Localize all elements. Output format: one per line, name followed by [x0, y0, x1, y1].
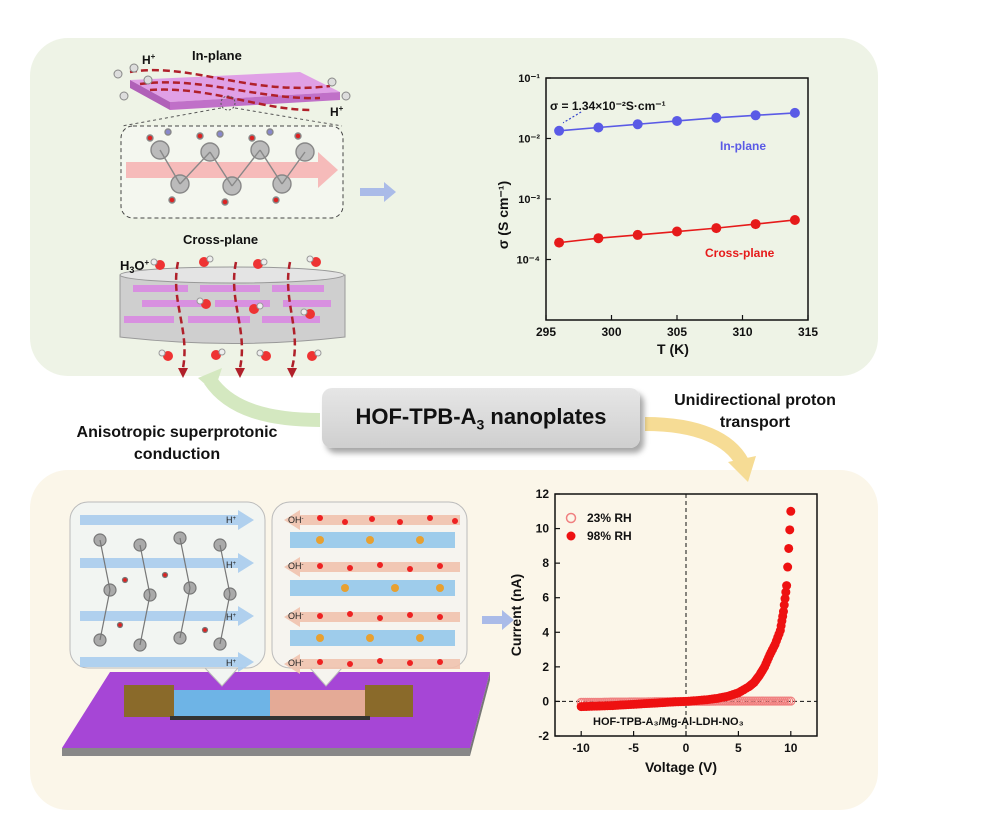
- sigma-point: [593, 122, 604, 133]
- iv-xlabel: Voltage (V): [645, 759, 717, 775]
- h3o-label: H3O+: [120, 258, 150, 275]
- inplane-arrows: [129, 68, 331, 112]
- sigma-xtick-label: 315: [798, 325, 818, 339]
- iv-chart: -10 -5 0 5 10 -2 0 2 4 6 8 10 12 Voltage (V) Current…: [508, 487, 818, 775]
- arrow-to-iv-chart: [482, 610, 514, 630]
- crossplane-label: Cross-plane: [183, 232, 258, 247]
- hplus-inset-1: H+: [226, 515, 237, 525]
- iv-ytick-label: 12: [536, 487, 550, 501]
- water-molecules: [150, 255, 322, 361]
- crossplane-legend: Cross-plane: [705, 246, 775, 260]
- iv-ytick-label: 2: [542, 660, 549, 674]
- title-text: HOF-TPB-A3 nanoplates: [355, 403, 607, 433]
- iv-point-98rh: [784, 543, 794, 553]
- hplus-inset-3: H+: [226, 612, 237, 622]
- sigma-ylabel: σ (S cm⁻¹): [495, 181, 511, 249]
- right-caption: Unidirectional proton transport: [640, 390, 870, 434]
- legend-23rh: 23% RH: [587, 511, 632, 525]
- crossplane-block: [119, 266, 346, 344]
- hplus-label-2: H+: [330, 104, 344, 119]
- sigma-xtick-label: 305: [667, 325, 687, 339]
- iv-xtick-label: 10: [784, 741, 798, 755]
- iv-xtick-label: -5: [628, 741, 639, 755]
- iv-ytick-label: 6: [542, 591, 549, 605]
- sigma-xlabel: T (K): [657, 341, 689, 357]
- sigma-ytick-label: 10⁻³: [518, 194, 540, 206]
- iv-ytick-label: 4: [542, 625, 549, 639]
- molecular-framework: [146, 128, 315, 206]
- right-caption-line2: transport: [719, 414, 791, 431]
- left-caption-line2: conduction: [133, 446, 221, 463]
- iv-ytick-label: 8: [542, 556, 549, 570]
- sigma-point: [711, 223, 722, 234]
- sigma-ytick-label: 10⁻⁴: [517, 255, 540, 267]
- crossplane-arrowheads: [178, 368, 297, 378]
- inplane-legend: In-plane: [720, 139, 766, 153]
- inplane-transport-arrow: [126, 152, 338, 188]
- left-caption-line1: Anisotropic superprotonic: [76, 424, 278, 441]
- annotation-pointer: [562, 111, 582, 124]
- sigma-point: [789, 107, 800, 118]
- legend-98rh-marker: [566, 531, 576, 541]
- sigma-annotation: σ = 1.34×10⁻²S·cm⁻¹: [550, 99, 666, 113]
- iv-ylabel: Current (nA): [508, 574, 524, 656]
- iv-xtick-label: -10: [573, 741, 591, 755]
- sigma-point: [789, 214, 800, 225]
- crossplane-arrows: [174, 261, 297, 369]
- iv-annotation: HOF-TPB-A₃/Mg-Al-LDH-NO₃: [593, 716, 744, 728]
- title-box: HOF-TPB-A3 nanoplates: [322, 388, 640, 448]
- sigma-ytick-label: 10⁻²: [518, 134, 540, 146]
- ldh-inset-arrows: [284, 510, 460, 674]
- legend-98rh: 98% RH: [587, 529, 632, 543]
- iv-xtick-label: 0: [683, 741, 690, 755]
- iv-xtick-label: 5: [735, 741, 742, 755]
- sigma-point: [750, 219, 761, 230]
- iv-point-23rh: [786, 696, 796, 706]
- hplus-inset-2: H+: [226, 560, 237, 570]
- oh-inset-2: OH-: [288, 561, 304, 571]
- iv-point-98rh: [782, 581, 792, 591]
- green-swoosh: [204, 375, 321, 427]
- hplus-label-1: H+: [142, 52, 156, 67]
- sigma-point: [750, 110, 761, 121]
- ldh-layers: [290, 515, 458, 667]
- yellow-swoosh: [644, 417, 749, 466]
- inplane-molecules: [113, 63, 351, 101]
- sigma-point: [554, 125, 565, 136]
- sigma-xtick-label: 300: [601, 325, 621, 339]
- right-caption-line1: Unidirectional proton: [674, 392, 836, 409]
- left-caption: Anisotropic superprotonic conduction: [42, 422, 312, 466]
- sigma-point: [632, 229, 643, 240]
- iv-ytick-label: -2: [538, 729, 549, 743]
- sigma-xtick-label: 295: [536, 325, 556, 339]
- arrow-to-sigma-chart: [360, 182, 396, 202]
- sigma-chart: 295 300 305 310 315 10⁻¹ 10⁻² 10⁻³ 10⁻⁴ T (K) σ …: [495, 73, 818, 357]
- sigma-xtick-label: 310: [732, 325, 752, 339]
- oh-inset-1: OH-: [288, 515, 304, 525]
- sigma-point: [711, 112, 722, 123]
- sigma-point: [632, 119, 643, 130]
- legend-23rh-marker: [565, 512, 577, 524]
- zoom-circle: [220, 95, 236, 111]
- iv-ytick-label: 0: [542, 694, 549, 708]
- iv-point-98rh: [786, 506, 796, 516]
- oh-inset-4: OH-: [288, 658, 304, 668]
- hplus-inset-4: H+: [226, 658, 237, 668]
- sigma-ytick-label: 10⁻¹: [518, 73, 540, 85]
- iv-ytick-label: 10: [536, 522, 550, 536]
- device-channel: [124, 685, 413, 720]
- sigma-point: [554, 237, 565, 248]
- hof-inset-arrows: [80, 510, 254, 672]
- iv-point-98rh: [785, 525, 795, 535]
- hof-inset-lattice: [93, 531, 237, 652]
- inplane-label: In-plane: [192, 48, 242, 63]
- sigma-point: [672, 226, 682, 237]
- oh-inset-3: OH-: [288, 611, 304, 621]
- sigma-point: [672, 115, 682, 126]
- sigma-point: [593, 233, 604, 244]
- iv-point-98rh: [783, 562, 793, 572]
